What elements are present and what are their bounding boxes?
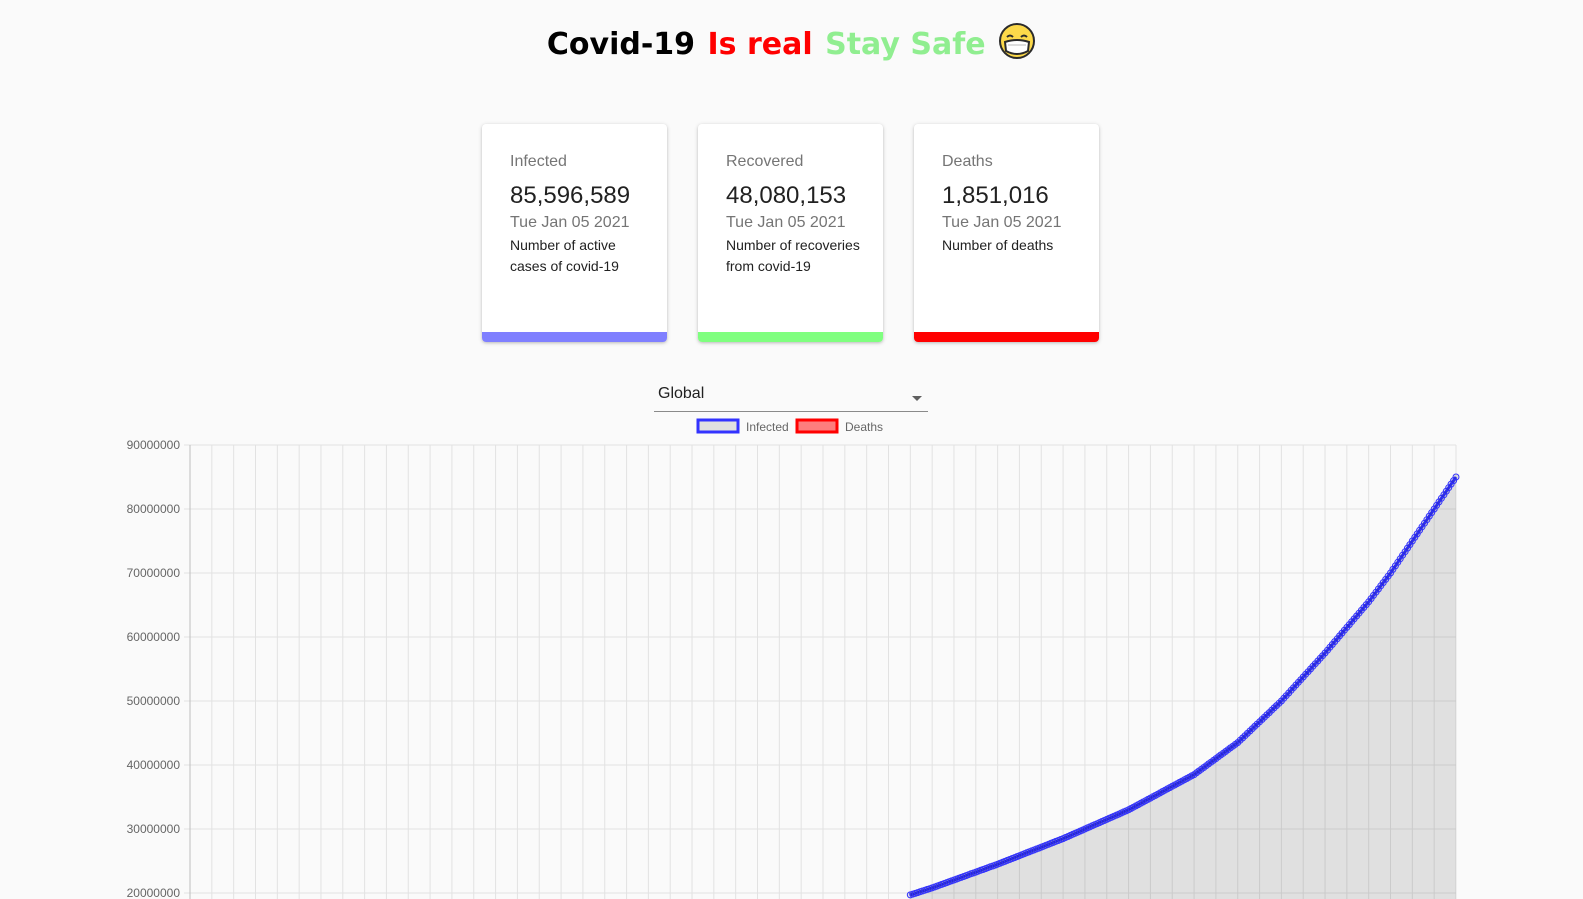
legend-label-infected: Infected	[746, 420, 789, 434]
card-description: Number of deaths	[942, 237, 1054, 253]
title-is-real: Is real	[707, 27, 813, 62]
y-tick-label: 20000000	[127, 886, 181, 899]
country-select-value: Global	[658, 385, 705, 402]
infected-data-point	[1425, 512, 1433, 520]
legend-swatch	[795, 418, 839, 434]
infected-data-point	[1396, 555, 1404, 563]
legend-label-deaths: Deaths	[845, 420, 883, 434]
infected-data-point	[1404, 544, 1411, 552]
infected-data-point	[1406, 541, 1414, 549]
infected-data-point	[1442, 487, 1450, 495]
recovered-card: Recovered 48,080,153 Tue Jan 05 2021 Num…	[698, 124, 883, 342]
card-date: Tue Jan 05 2021	[726, 214, 846, 231]
cases-line-chart: 90000000 80000000 70000000 60000000 50000000…	[127, 418, 1460, 899]
card-date: Tue Jan 05 2021	[942, 214, 1062, 231]
infected-data-point	[1430, 505, 1438, 513]
card-label: Recovered	[726, 153, 804, 170]
title-covid: Covid-19	[546, 27, 696, 62]
y-tick-label: 50000000	[127, 694, 181, 708]
y-tick-label: 60000000	[127, 630, 181, 644]
card-description: Number of recoveries from covid-19	[726, 237, 860, 274]
y-tick-label: 30000000	[127, 822, 181, 836]
y-tick-label: 90000000	[127, 438, 181, 452]
infected-line	[909, 476, 1458, 897]
face-with-mask-icon	[998, 22, 1036, 68]
infected-data-point	[1423, 516, 1431, 524]
infected-data-point	[1387, 569, 1394, 577]
card-label: Infected	[510, 153, 567, 170]
infected-data-point	[1440, 491, 1448, 499]
card-color-bar	[482, 332, 667, 342]
card-description: Number of active cases of covid-19	[510, 237, 619, 274]
infected-card: Infected 85,596,589 Tue Jan 05 2021 Numb…	[482, 124, 667, 342]
infected-data-point	[1450, 477, 1458, 485]
dropdown-arrow-icon[interactable]	[912, 396, 922, 401]
card-date: Tue Jan 05 2021	[510, 214, 630, 231]
infected-data-point	[1401, 548, 1409, 556]
y-tick-label: 70000000	[127, 566, 181, 580]
infected-data-point	[1411, 533, 1419, 541]
title-stay-safe: Stay Safe	[825, 27, 986, 62]
card-value: 1,851,016	[942, 182, 1049, 209]
country-select[interactable]: Global	[654, 380, 928, 412]
card-value: 85,596,589	[510, 182, 631, 209]
infected-data-point	[1416, 526, 1424, 534]
page-title: Covid-19 Is real Stay Safe	[0, 22, 1583, 68]
infected-data-point	[1452, 473, 1460, 481]
card-label: Deaths	[942, 153, 993, 170]
card-color-bar	[698, 332, 883, 342]
infected-data-point	[1433, 501, 1441, 509]
infected-data-point	[1421, 519, 1428, 527]
y-tick-label: 80000000	[127, 502, 181, 516]
card-value: 48,080,153	[726, 182, 847, 209]
deaths-card: Deaths 1,851,016 Tue Jan 05 2021 Number …	[914, 124, 1099, 342]
card-color-bar	[914, 332, 1099, 342]
infected-data-point	[1413, 530, 1421, 538]
legend-swatch	[696, 418, 740, 434]
infected-data-point	[1435, 498, 1443, 506]
infected-data-point	[1394, 558, 1402, 566]
infected-data-point	[1391, 562, 1399, 570]
infected-area	[910, 477, 1456, 899]
y-tick-label: 40000000	[127, 758, 181, 772]
infected-data-point	[1445, 484, 1453, 492]
